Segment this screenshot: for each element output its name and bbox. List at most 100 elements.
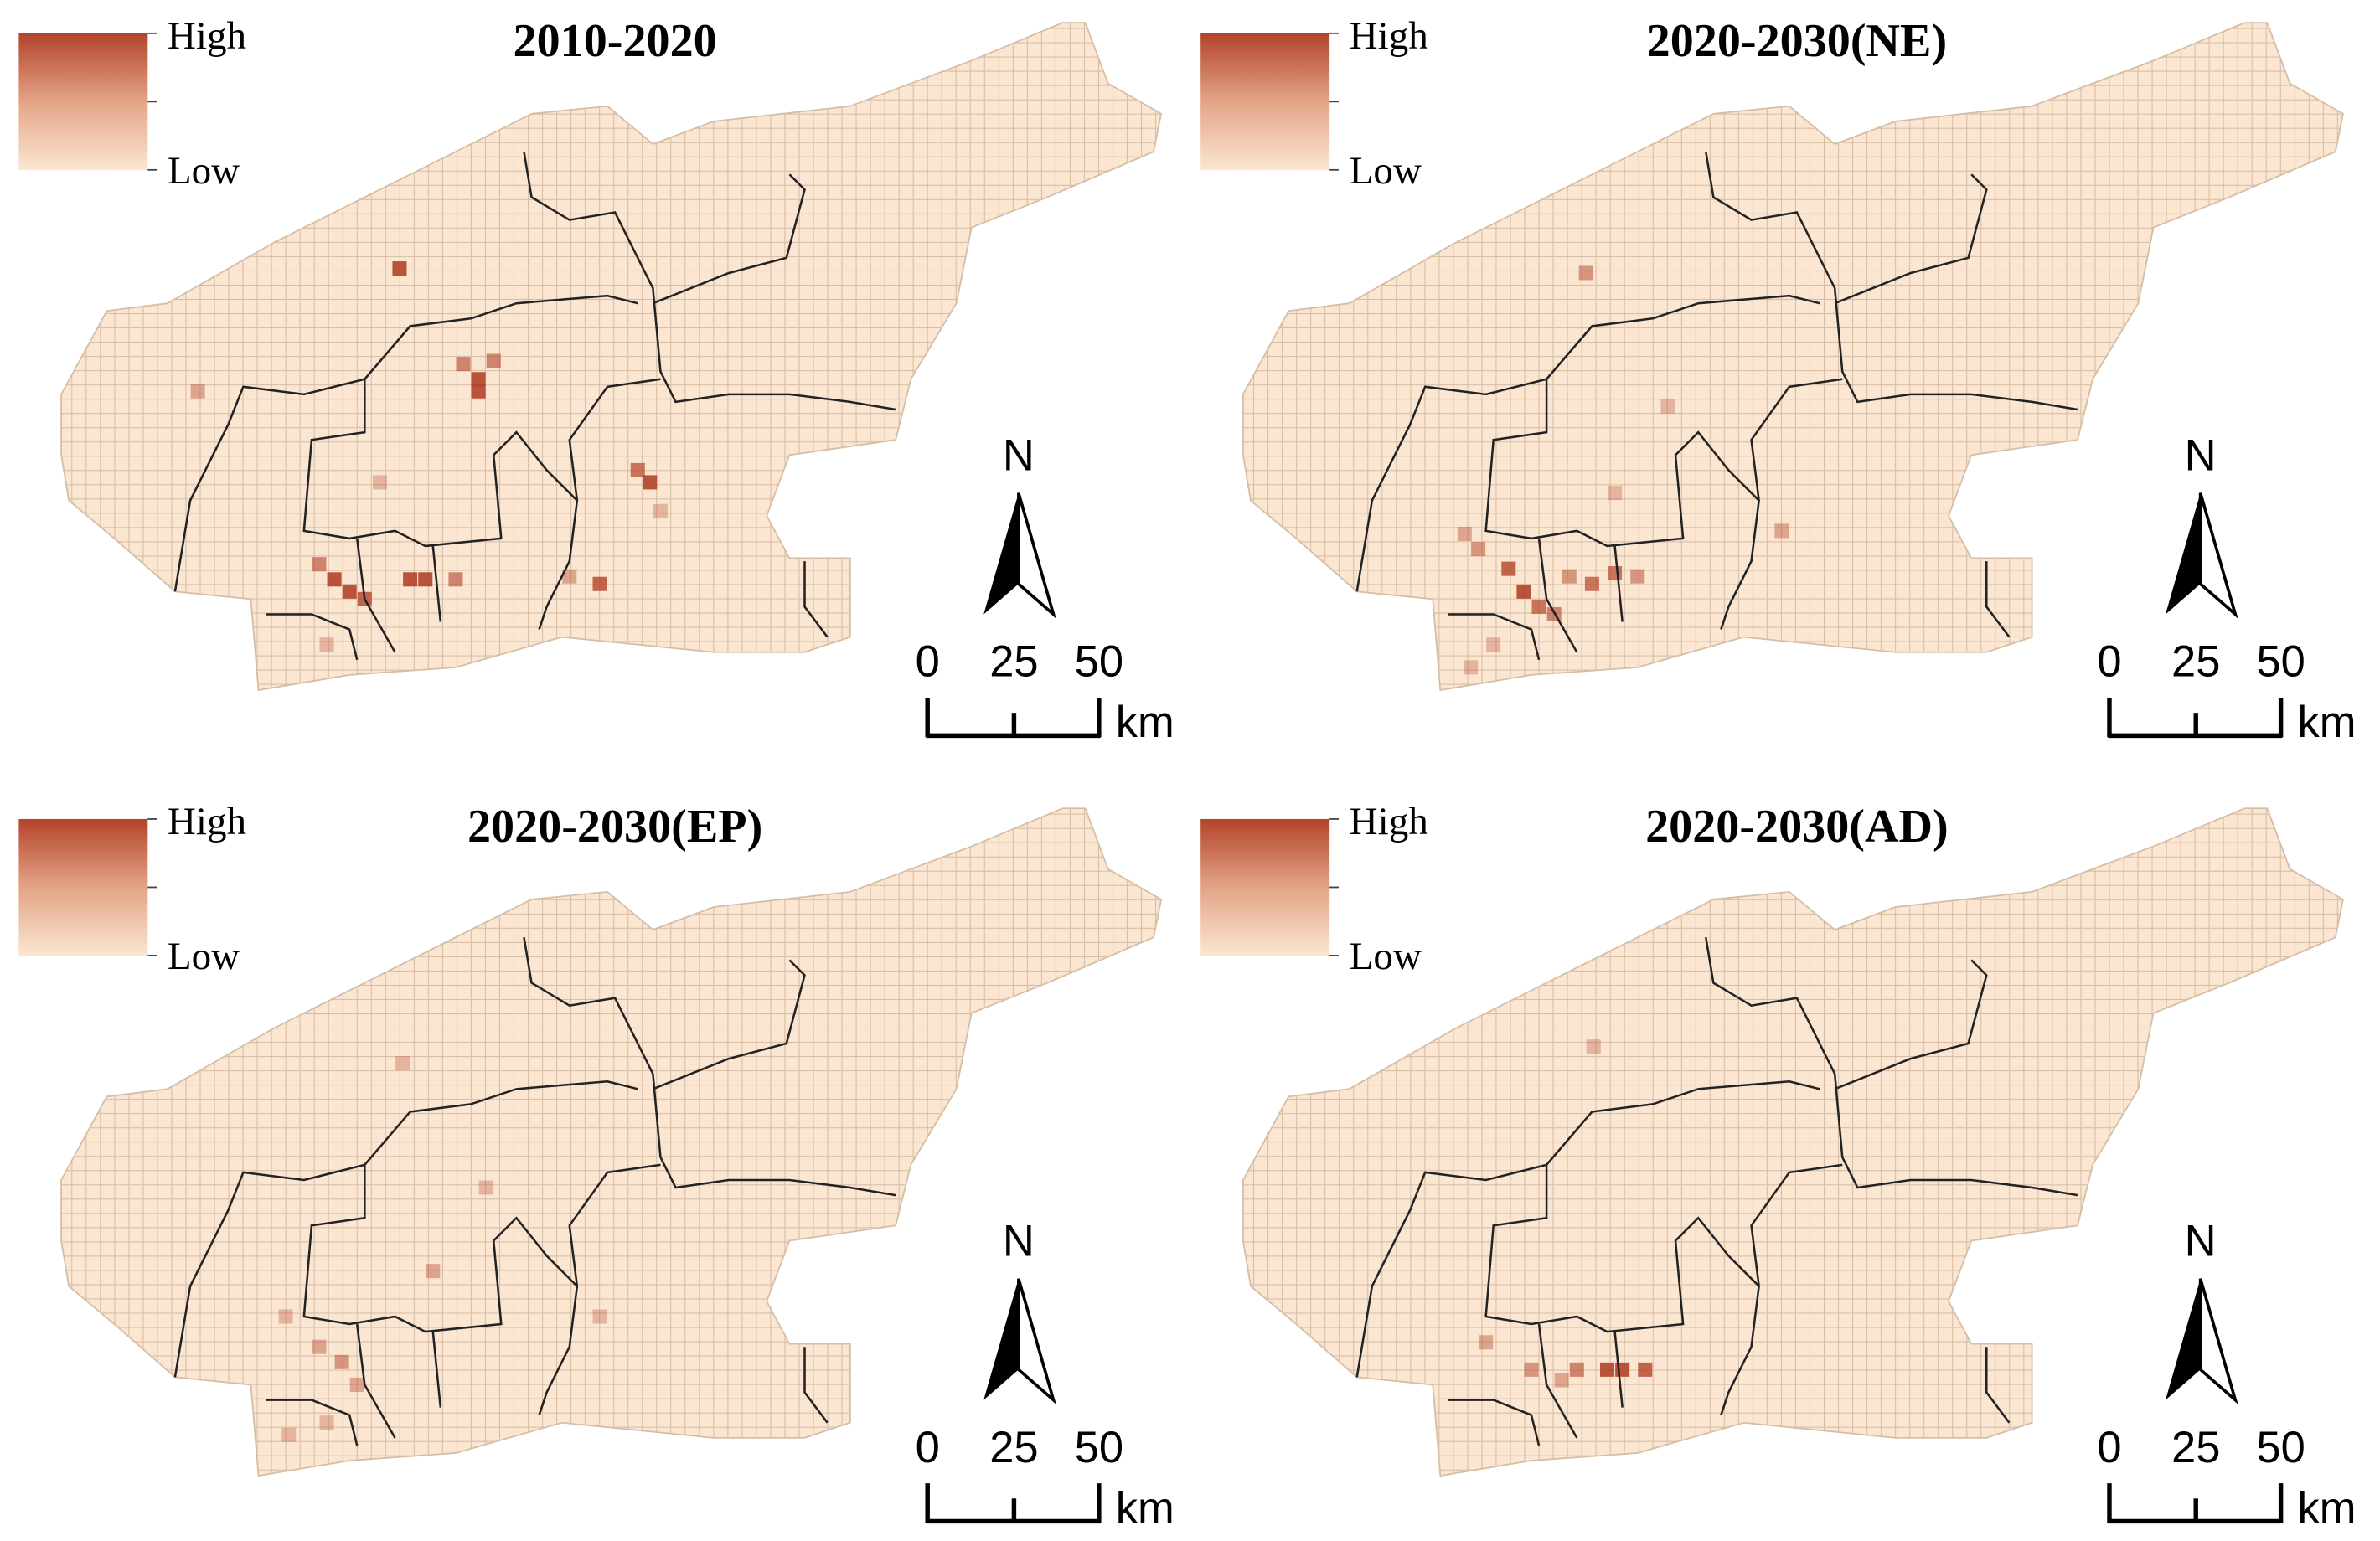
hotspot-cell: [592, 576, 607, 591]
boundary-line: [1537, 538, 1578, 653]
hotspot-cell: [1600, 1362, 1615, 1377]
hotspot-cell: [1524, 1362, 1539, 1377]
hotspot-cell: [312, 557, 327, 572]
hotspot-cell: [1608, 566, 1623, 581]
study-area-grid: [60, 807, 1163, 1477]
legend-high: High: [1350, 800, 1428, 843]
scale-unit: km: [2298, 1483, 2357, 1533]
hotspot-cell: [1569, 1362, 1584, 1377]
scale-unit: km: [2298, 698, 2357, 747]
hotspot-cell: [319, 1415, 334, 1430]
hotspot-cell: [403, 572, 418, 587]
legend-gradient: [18, 818, 148, 956]
north-arrow-left: [2165, 1278, 2201, 1400]
hotspot-cell: [471, 384, 486, 399]
boundary-line: [1834, 959, 1988, 1090]
north-arrow-right: [1017, 1278, 1056, 1404]
hotspot-cell: [1464, 660, 1479, 675]
study-area-grid: [60, 22, 1163, 692]
hotspot-cell: [1471, 542, 1486, 557]
map-panel: High Low 2020-2030(EP) N 0 25 50 km: [18, 800, 1175, 1533]
hotspot-cell: [334, 1354, 349, 1369]
scale-tick-label: 0: [2097, 637, 2121, 687]
legend-gradient: [1200, 818, 1330, 956]
hotspot-cell: [1501, 561, 1516, 576]
hotspot-cell: [448, 572, 463, 587]
hotspot-cell: [342, 584, 357, 599]
hotspot-cell: [1660, 399, 1675, 414]
hotspot-cell: [1584, 576, 1599, 591]
scale-tick-label: 0: [916, 1423, 940, 1472]
boundary-line: [1537, 1323, 1578, 1439]
legend-high: High: [168, 14, 246, 58]
hotspot-cell: [630, 462, 645, 477]
panel-title: 2020-2030(EP): [467, 801, 762, 853]
map-panel: High Low 2020-2030(NE) N 0 25 50 km: [1200, 14, 2357, 747]
boundary-line: [803, 561, 829, 638]
study-area-grid: [1242, 807, 2344, 1477]
hotspot-cell: [395, 1056, 410, 1071]
boundary-line: [1704, 151, 2078, 411]
hotspot-cell: [349, 1377, 364, 1392]
scale-tick-label: 50: [1075, 1423, 1123, 1472]
boundary-line: [1448, 1399, 1541, 1446]
boundary-line: [523, 151, 896, 411]
north-label: N: [2185, 430, 2217, 480]
hotspot-cell: [1486, 637, 1501, 652]
boundary-line: [355, 1323, 396, 1439]
boundary-line: [266, 1399, 359, 1446]
hotspot-cell: [1586, 1039, 1601, 1054]
hotspot-cell: [392, 261, 407, 276]
boundary-line: [1448, 613, 1541, 661]
boundary-line: [1750, 1163, 1843, 1286]
hotspot-cell: [1638, 1362, 1653, 1377]
panel-title: 2020-2030(NE): [1647, 15, 1948, 67]
hotspot-cell: [190, 384, 205, 399]
hotspot-cell: [1608, 486, 1623, 501]
legend-low: Low: [168, 149, 240, 193]
north-label: N: [2185, 1217, 2217, 1266]
hotspot-cell: [312, 1339, 327, 1354]
hotspot-cell: [418, 572, 433, 587]
legend-gradient: [18, 33, 148, 170]
boundary-line: [431, 1331, 442, 1408]
boundary-line: [803, 1347, 829, 1424]
boundary-line: [302, 379, 579, 630]
boundary-line: [431, 545, 442, 622]
north-arrow-left: [983, 492, 1019, 615]
scale-tick-label: 50: [2256, 637, 2305, 687]
legend-gradient: [1200, 33, 1330, 170]
scale-tick-label: 25: [989, 1423, 1038, 1472]
scale-tick-label: 50: [1075, 637, 1123, 687]
hotspot-cell: [456, 357, 471, 372]
hotspot-cell: [1457, 526, 1472, 541]
boundary-line: [1985, 561, 2011, 638]
north-label: N: [1003, 1217, 1035, 1266]
boundary-line: [1704, 937, 2078, 1197]
north-arrow-left: [983, 1278, 1019, 1400]
boundary-line: [302, 1164, 579, 1416]
boundary-line: [266, 613, 359, 661]
hotspot-cell: [1774, 523, 1789, 539]
hotspot-cell: [1578, 265, 1593, 281]
hotspot-cell: [426, 1264, 441, 1279]
hotspot-cell: [278, 1309, 293, 1324]
hotspot-cell: [1630, 569, 1645, 584]
north-arrow-right: [2198, 1278, 2238, 1404]
hotspot-cell: [653, 503, 668, 518]
legend-high: High: [1350, 14, 1428, 58]
hotspot-cell: [1554, 1373, 1569, 1388]
boundary-line: [1484, 379, 1760, 630]
hotspot-cell: [592, 1309, 607, 1324]
legend-low: Low: [1350, 149, 1422, 193]
boundary-line: [1834, 173, 1988, 305]
north-arrow-right: [2198, 492, 2238, 619]
north-arrow-left: [2165, 492, 2201, 615]
study-area-grid: [1242, 22, 2344, 692]
hotspot-cell: [1516, 584, 1531, 599]
boundary-line: [652, 959, 806, 1090]
boundary-line: [1613, 1331, 1624, 1408]
boundary-line: [1613, 545, 1624, 622]
